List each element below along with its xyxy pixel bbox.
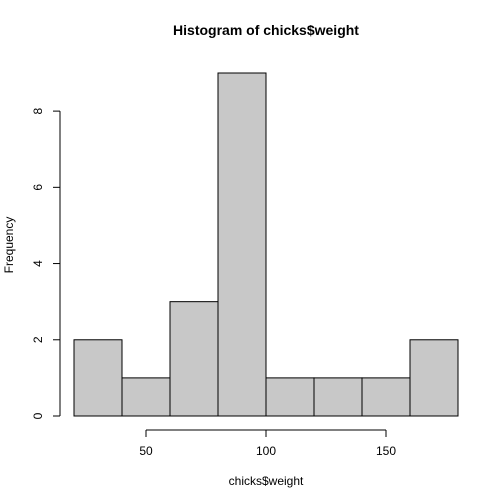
x-axis: 50 100 150 (139, 429, 396, 458)
bars-group (73, 72, 459, 417)
y-tick-label: 4 (31, 260, 45, 267)
histogram-bar (313, 377, 363, 417)
histogram-bar (265, 377, 315, 417)
histogram-bar (361, 377, 411, 417)
y-tick-label: 6 (31, 184, 45, 191)
y-tick-label: 8 (31, 107, 45, 114)
y-tick-label: 2 (31, 336, 45, 343)
histogram-bar (217, 72, 267, 417)
histogram-bar (169, 301, 219, 417)
y-tick-label: 0 (31, 412, 45, 419)
chart-title: Histogram of chicks$weight (173, 22, 359, 38)
x-tick-label: 100 (256, 444, 276, 458)
histogram-bar (409, 339, 459, 417)
histogram-bar (73, 339, 123, 417)
y-axis: 0 2 4 6 8 (31, 107, 61, 419)
histogram-bar (121, 377, 171, 417)
x-tick-label: 50 (139, 444, 153, 458)
y-axis-label: Frequency (2, 217, 16, 274)
x-tick-label: 150 (376, 444, 396, 458)
x-axis-label: chicks$weight (229, 474, 304, 488)
